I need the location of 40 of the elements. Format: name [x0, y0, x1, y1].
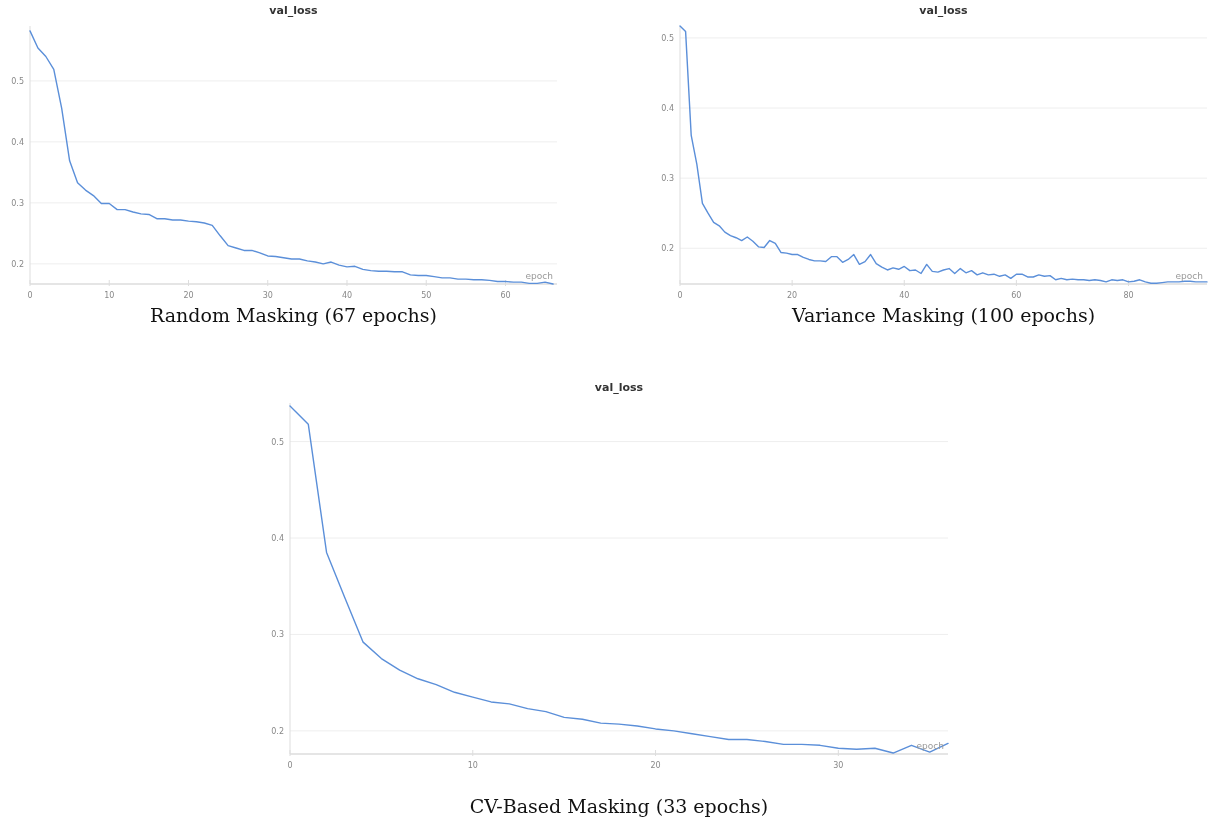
y-tick-label: 0.4: [11, 137, 24, 147]
x-tick-label: 30: [833, 761, 844, 770]
y-tick-label: 0.2: [11, 259, 24, 269]
x-tick-label: 0: [27, 291, 33, 300]
x-axis-title: epoch: [1175, 271, 1203, 281]
x-tick-label: 60: [500, 291, 511, 300]
x-tick-label: 50: [421, 291, 432, 300]
y-tick-label: 0.5: [661, 33, 674, 43]
x-tick-label: 20: [650, 761, 661, 770]
y-tick-label: 0.5: [11, 76, 24, 86]
x-tick-label: 40: [341, 291, 353, 300]
y-tick-label: 0.3: [271, 630, 284, 640]
x-tick-label: 60: [1011, 291, 1022, 300]
x-tick-label: 30: [262, 291, 273, 300]
x-tick-label: 10: [104, 291, 115, 300]
x-axis-title: epoch: [525, 271, 553, 281]
y-tick-label: 0.2: [271, 726, 284, 736]
x-tick-label: 20: [183, 291, 194, 300]
text: Variance Masking (100 epochs): [790, 304, 1096, 326]
x-axis-title: epoch: [916, 741, 944, 751]
line-series: [29, 30, 554, 285]
line-series: [679, 25, 1208, 284]
chart-title: val_loss: [919, 4, 969, 17]
y-tick-label: 0.2: [661, 244, 674, 254]
x-tick-label: 0: [677, 291, 683, 300]
chart-title: val_loss: [269, 4, 319, 17]
text: CV-Based Masking (33 epochs): [469, 795, 769, 817]
x-tick-label: 0: [287, 761, 293, 770]
y-tick-label: 0.4: [661, 104, 674, 114]
x-tick-label: 20: [787, 291, 798, 300]
y-tick-label: 0.4: [271, 534, 284, 543]
y-tick-label: 0.5: [271, 437, 284, 447]
x-tick-label: 10: [467, 761, 478, 770]
line-series: [289, 405, 949, 754]
y-tick-label: 0.3: [11, 198, 24, 208]
x-tick-label: 80: [1123, 291, 1134, 300]
text: Random Masking (67 epochs): [149, 304, 438, 326]
chart-title: val_loss: [594, 381, 644, 394]
y-tick-label: 0.3: [661, 174, 674, 184]
x-tick-label: 40: [899, 291, 910, 300]
